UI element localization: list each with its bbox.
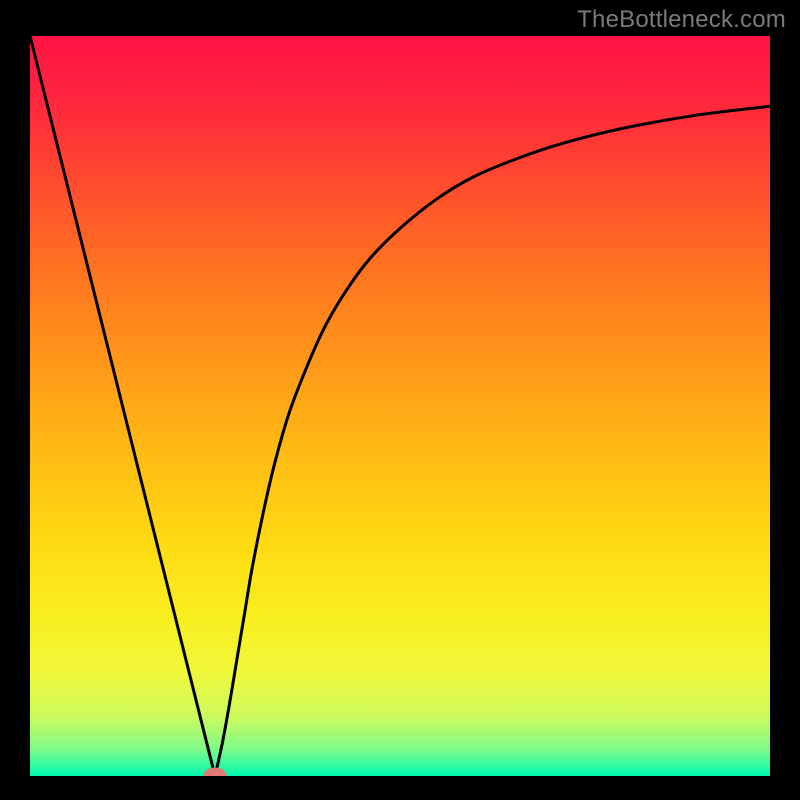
- watermark-text: TheBottleneck.com: [577, 6, 786, 34]
- plot-frame: [30, 36, 770, 776]
- gradient-background: [30, 36, 770, 776]
- bottleneck-chart: [30, 36, 770, 776]
- chart-root: TheBottleneck.com: [0, 0, 800, 800]
